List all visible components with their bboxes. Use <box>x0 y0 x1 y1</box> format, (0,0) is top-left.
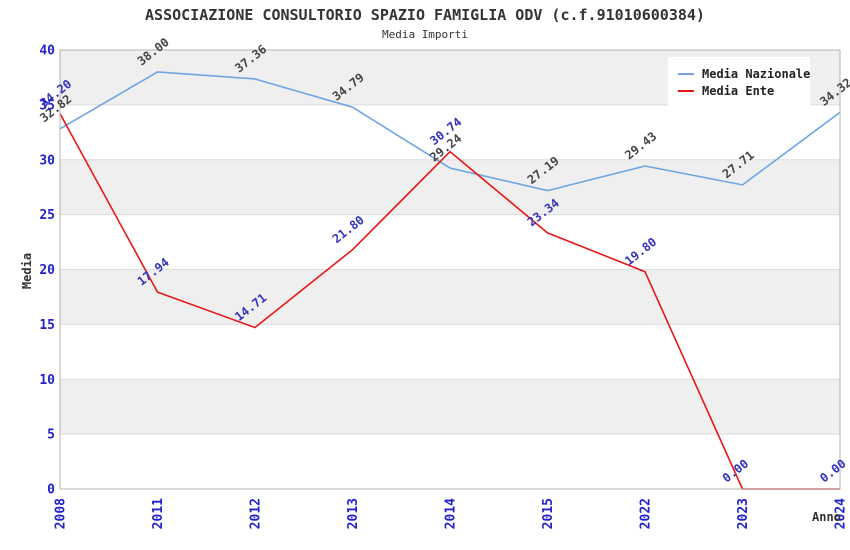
point-label: 0.00 <box>720 457 751 486</box>
point-label: 19.80 <box>622 235 659 268</box>
y-tick-label: 20 <box>39 263 55 278</box>
point-label: 29.43 <box>622 129 659 162</box>
x-tick-label: 2015 <box>541 498 556 529</box>
y-tick-label: 15 <box>39 318 55 333</box>
y-tick-label: 0 <box>47 483 55 498</box>
chart-title: ASSOCIAZIONE CONSULTORIO SPAZIO FAMIGLIA… <box>145 6 705 24</box>
x-tick-label: 2014 <box>444 498 459 529</box>
y-tick-label: 5 <box>47 428 55 443</box>
point-label: 0.00 <box>817 457 848 486</box>
y-tick-label: 35 <box>39 98 55 113</box>
plot-border <box>59 49 841 490</box>
y-tick-label: 25 <box>39 208 55 223</box>
plot-band <box>60 269 840 325</box>
x-tick-label: 2011 <box>151 498 166 529</box>
x-tick-label: 2022 <box>639 498 654 529</box>
x-tick-label: 2023 <box>736 498 751 529</box>
legend: Media Nazionale Media Ente <box>668 57 810 108</box>
line-swatch-icon <box>678 73 694 75</box>
y-axis-title: Media <box>20 252 34 290</box>
legend-item-media-ente: Media Ente <box>678 84 800 98</box>
x-tick-label: 2008 <box>54 498 69 529</box>
legend-label: Media Ente <box>702 84 775 98</box>
x-tick-label: 2024 <box>834 498 849 529</box>
y-tick-label: 30 <box>39 153 55 168</box>
x-axis-title: Anno <box>812 510 841 524</box>
y-tick-label: 40 <box>39 44 55 59</box>
x-tick-label: 2013 <box>346 498 361 529</box>
legend-label: Media Nazionale <box>702 67 811 81</box>
chart-subtitle: Media Importi <box>381 28 469 41</box>
series-line-media-nazionale <box>59 71 841 192</box>
legend-item-media-nazionale: Media Nazionale <box>678 67 810 81</box>
x-tick-label: 2012 <box>249 498 264 529</box>
series-line-media-ente <box>59 113 840 490</box>
y-tick-label: 10 <box>39 373 55 388</box>
line-swatch-icon <box>678 90 694 92</box>
plot-band <box>60 379 840 435</box>
